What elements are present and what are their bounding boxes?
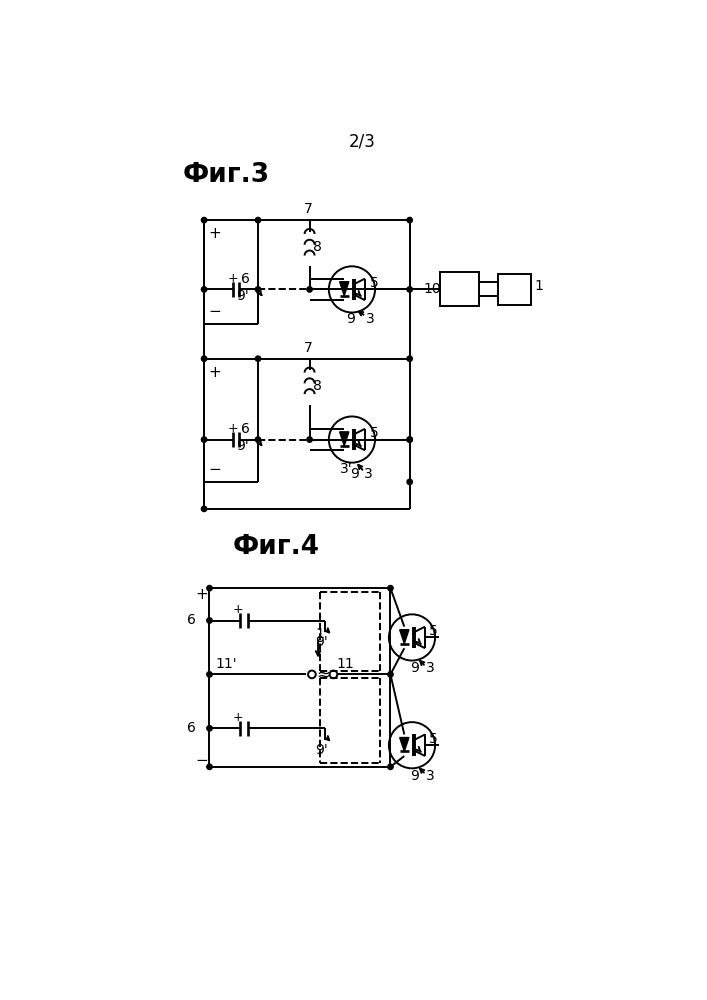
Text: 9: 9 [346,312,355,326]
Circle shape [407,287,412,292]
Text: 1: 1 [534,279,543,293]
Text: +: + [227,272,238,285]
Circle shape [387,764,393,769]
Text: 9': 9' [236,289,249,303]
Text: 6: 6 [241,272,250,286]
Circle shape [207,672,212,677]
Circle shape [407,356,412,361]
Text: 9': 9' [236,439,249,453]
Bar [498,274,530,305]
Circle shape [201,356,207,361]
Text: Фиг.3: Фиг.3 [182,162,269,188]
Circle shape [207,618,212,623]
Circle shape [207,764,212,769]
Text: 5: 5 [429,732,438,746]
Text: 6: 6 [241,422,250,436]
Polygon shape [339,432,349,446]
Text: 5: 5 [429,624,438,638]
Text: 10: 10 [423,282,441,296]
Circle shape [407,217,412,223]
Text: +: + [227,422,238,435]
Text: 6: 6 [187,613,196,628]
Text: 2/3: 2/3 [349,133,375,151]
Text: 1: 1 [315,627,324,641]
Text: 11': 11' [216,657,238,671]
Circle shape [255,287,261,292]
Polygon shape [339,282,349,296]
Text: 3: 3 [426,769,435,783]
Text: +: + [196,587,209,602]
Circle shape [255,437,261,442]
Text: 11: 11 [337,657,354,671]
Text: 7: 7 [303,341,312,355]
Text: 7: 7 [303,202,312,216]
Circle shape [207,585,212,591]
Text: 8: 8 [313,240,322,254]
Text: +: + [233,603,243,616]
Text: 3: 3 [366,312,375,326]
Circle shape [407,437,412,442]
Text: 3: 3 [426,661,435,675]
Circle shape [387,585,393,591]
Text: −: − [196,753,209,768]
Bar [440,272,479,306]
Text: 9: 9 [411,769,419,783]
Text: 5: 5 [370,276,378,290]
Text: +: + [209,365,221,380]
Text: −: − [209,462,221,477]
Circle shape [255,356,261,361]
Text: 9': 9' [315,635,328,649]
Circle shape [407,479,412,485]
Text: 8: 8 [313,379,322,393]
Text: −: − [209,304,221,319]
Circle shape [255,217,261,223]
Text: +: + [209,226,221,241]
Circle shape [307,437,312,442]
Circle shape [201,437,207,442]
Text: ≈: ≈ [316,665,329,683]
Circle shape [207,726,212,731]
Text: 9: 9 [350,467,358,481]
Text: 3': 3' [340,462,353,476]
Circle shape [201,506,207,512]
Circle shape [201,217,207,223]
Text: 6: 6 [187,721,196,735]
Circle shape [407,437,412,442]
Text: 9: 9 [411,661,419,675]
Circle shape [307,287,312,292]
Text: 5: 5 [370,426,378,440]
Text: 3: 3 [363,467,373,481]
Circle shape [387,672,393,677]
Text: Фиг.4: Фиг.4 [233,534,320,560]
Text: 9': 9' [315,743,328,757]
Polygon shape [399,738,409,751]
Text: +: + [233,711,243,724]
Circle shape [201,287,207,292]
Polygon shape [399,630,409,644]
